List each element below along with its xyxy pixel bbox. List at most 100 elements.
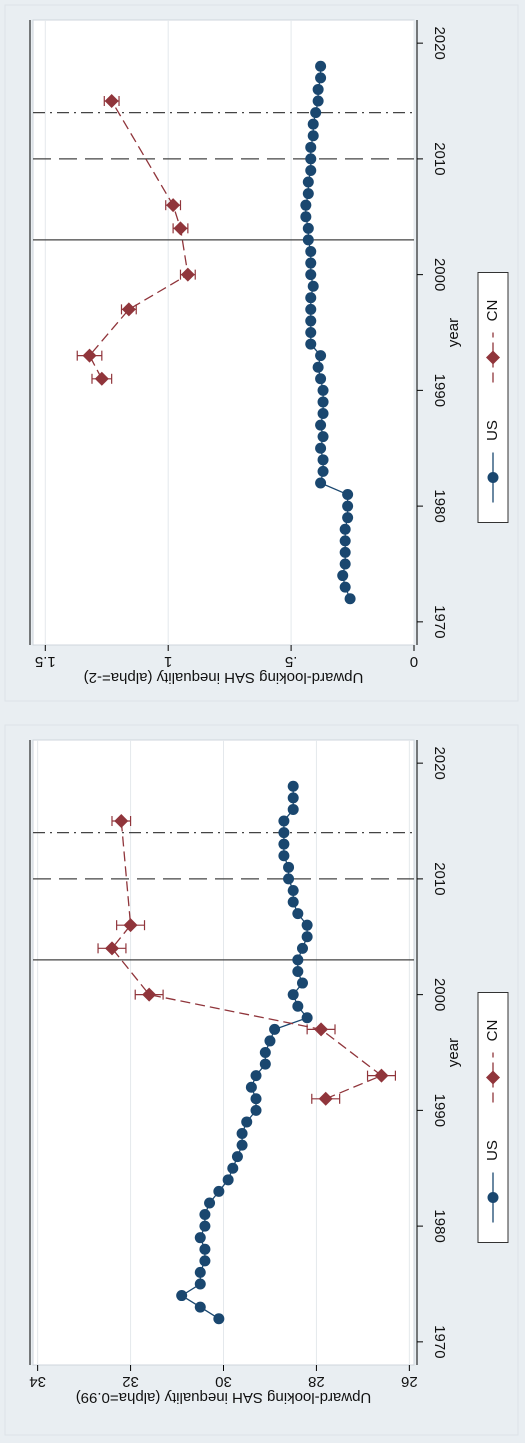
data-point-us (305, 153, 317, 165)
year-axis-title: year (445, 318, 462, 347)
data-point-us (296, 942, 308, 954)
data-point-us (227, 1162, 239, 1174)
data-point-us (213, 1313, 225, 1325)
legend-label-cn: CN (484, 300, 501, 322)
data-point-us (344, 593, 356, 605)
data-point-us (317, 454, 329, 466)
legend: US CN (477, 992, 509, 1243)
data-point-us (278, 838, 290, 850)
data-point-us (312, 361, 324, 373)
data-point-us (307, 280, 319, 292)
data-point-us (307, 118, 319, 130)
data-point-us (312, 83, 324, 95)
data-point-cn (94, 371, 109, 386)
legend-marker-cn (486, 1070, 500, 1085)
data-point-us (305, 303, 317, 315)
data-point-us (302, 222, 314, 234)
data-point-us (292, 965, 304, 977)
data-point-us (342, 500, 354, 512)
year-tick-label: 2000 (431, 978, 448, 1011)
data-point-cn (314, 1022, 329, 1037)
data-point-us (339, 546, 351, 558)
data-point-us (342, 489, 354, 501)
data-point-cn (142, 987, 157, 1002)
data-point-us (305, 269, 317, 281)
data-point-us (264, 1035, 276, 1047)
data-point-us (222, 1174, 234, 1186)
data-point-cn (173, 221, 188, 236)
year-tick-label: 1980 (431, 1209, 448, 1242)
value-tick-label: 1.5 (35, 653, 56, 670)
data-point-cn (374, 1068, 389, 1083)
value-tick-label: 1 (164, 653, 172, 670)
plot-area (32, 19, 415, 646)
data-point-us (287, 896, 299, 908)
year-tick-label: 1970 (431, 1325, 448, 1358)
chart-panel-2: 26 28 30 32 34 1970 1980 1990 2000 2010 2020 Upward… (4, 724, 519, 1436)
legend-marker-us (487, 1192, 499, 1203)
data-point-us (292, 908, 304, 920)
data-point-us (315, 477, 327, 489)
data-point-cn (121, 302, 136, 317)
year-tick-label: 2020 (431, 746, 448, 779)
data-point-us (315, 419, 327, 431)
year-tick-label: 1970 (431, 605, 448, 638)
data-point-us (194, 1301, 206, 1313)
data-point-us (339, 581, 351, 593)
data-point-cn (318, 1091, 333, 1106)
data-point-us (337, 570, 349, 582)
value-tick-label: 30 (215, 1373, 232, 1390)
legend-marker-cn (486, 350, 500, 365)
data-point-us (307, 130, 319, 142)
data-point-cn (180, 267, 195, 282)
chart-panel-1: 0 .5 1 1.5 1970 1980 1990 2000 2010 2020 Upward-lo… (4, 4, 519, 702)
data-point-us (315, 350, 327, 362)
data-point-us (301, 931, 313, 943)
data-point-us (287, 780, 299, 792)
data-point-us (236, 1128, 248, 1140)
value-tick-label: 28 (308, 1373, 325, 1390)
data-point-us (176, 1290, 188, 1302)
year-tick-label: 2010 (431, 862, 448, 895)
data-point-us (312, 95, 324, 107)
data-point-us (231, 1151, 243, 1163)
data-point-cn (104, 941, 119, 956)
data-point-us (250, 1104, 262, 1116)
data-point-us (292, 954, 304, 966)
data-point-us (317, 396, 329, 408)
data-point-cn (104, 94, 119, 109)
data-point-us (245, 1081, 257, 1093)
data-point-us (305, 315, 317, 327)
data-point-us (305, 292, 317, 304)
data-point-us (315, 60, 327, 72)
value-axis-title: Upward-looking SAH inequality (alpha=0.9… (76, 1389, 372, 1406)
data-point-us (302, 188, 314, 200)
data-point-us (250, 1070, 262, 1082)
data-point-us (317, 384, 329, 396)
data-point-us (317, 408, 329, 420)
data-point-us (305, 338, 317, 350)
data-point-us (213, 1185, 225, 1197)
year-tick-label: 1990 (431, 374, 448, 407)
data-point-us (317, 465, 329, 477)
data-point-us (300, 211, 312, 223)
data-point-us (302, 176, 314, 188)
data-point-us (305, 164, 317, 176)
data-point-us (301, 919, 313, 931)
data-point-us (194, 1232, 206, 1244)
data-point-us (301, 1012, 313, 1024)
data-point-us (236, 1139, 248, 1151)
legend-label-us: US (484, 1140, 501, 1161)
data-point-us (250, 1093, 262, 1105)
data-point-us (283, 861, 295, 873)
data-point-cn (114, 814, 129, 829)
data-point-us (296, 977, 308, 989)
legend-label-us: US (484, 420, 501, 441)
data-point-us (241, 1116, 253, 1128)
data-point-us (339, 523, 351, 535)
year-tick-label: 2020 (431, 26, 448, 59)
data-point-us (315, 373, 327, 385)
data-point-cn (123, 918, 138, 933)
data-point-us (287, 989, 299, 1001)
